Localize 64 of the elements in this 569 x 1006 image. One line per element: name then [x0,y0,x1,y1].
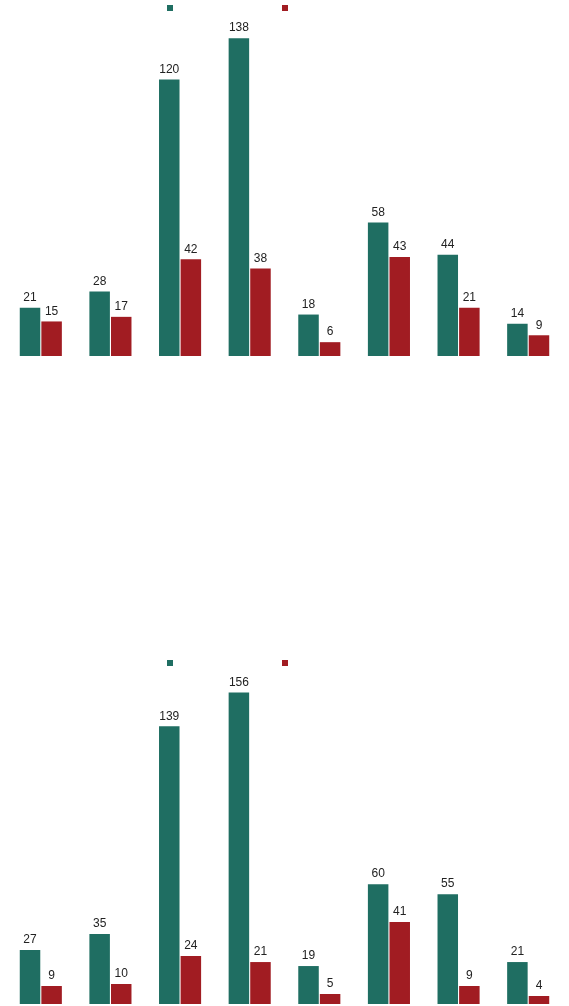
data-label: 55 [441,876,455,891]
data-label: 156 [228,674,250,689]
bar [319,342,341,356]
data-label: 42 [184,241,198,256]
data-label: 43 [393,239,407,254]
data-label: 5 [326,976,334,991]
bar [459,307,480,356]
bar [159,726,180,1004]
bar [250,268,271,356]
bar [180,956,202,1004]
data-label: 15 [44,303,59,318]
bar [89,291,110,356]
bar [110,316,132,356]
bar [507,962,528,1004]
data-label: 21 [510,944,525,959]
bar [298,314,319,356]
data-label: 21 [253,944,268,959]
bar [298,966,319,1004]
data-label: 21 [23,289,38,304]
bar [507,323,528,356]
data-label: 44 [441,236,455,251]
data-label: 27 [23,932,38,947]
data-label: 28 [92,273,107,288]
bar [19,307,41,356]
bar [367,222,389,356]
data-label: 10 [114,966,129,981]
data-label: 4 [535,978,543,993]
data-label: 41 [393,904,407,919]
data-label: 21 [462,289,477,304]
bar [110,984,132,1004]
data-label: 17 [114,299,129,314]
bar [228,692,250,1004]
data-label: 138 [228,20,250,35]
data-label: 9 [535,317,543,332]
bar [389,922,410,1004]
bar [228,38,250,356]
bar [89,934,110,1004]
bar [389,256,410,356]
bar [41,986,62,1004]
bar [250,962,271,1004]
bar [528,335,550,356]
bar [459,986,480,1004]
data-label: 139 [159,708,180,723]
data-label: 14 [510,306,525,321]
data-label: 19 [301,948,316,963]
bar [180,259,202,356]
data-label: 35 [92,916,107,931]
data-label: 18 [301,296,316,311]
data-label: 60 [371,866,386,881]
bar [159,79,180,356]
bar [437,254,459,356]
bar [437,894,459,1004]
data-label: 24 [184,938,198,953]
data-label: 9 [48,968,56,983]
data-label: 120 [159,61,180,76]
data-label: 6 [326,324,334,339]
data-label: 9 [466,968,474,983]
bar [41,321,62,356]
bar [19,950,41,1004]
data-label: 38 [253,250,268,265]
data-label: 58 [371,204,386,219]
bar [528,996,550,1004]
bar [319,994,341,1004]
bar [367,884,389,1004]
